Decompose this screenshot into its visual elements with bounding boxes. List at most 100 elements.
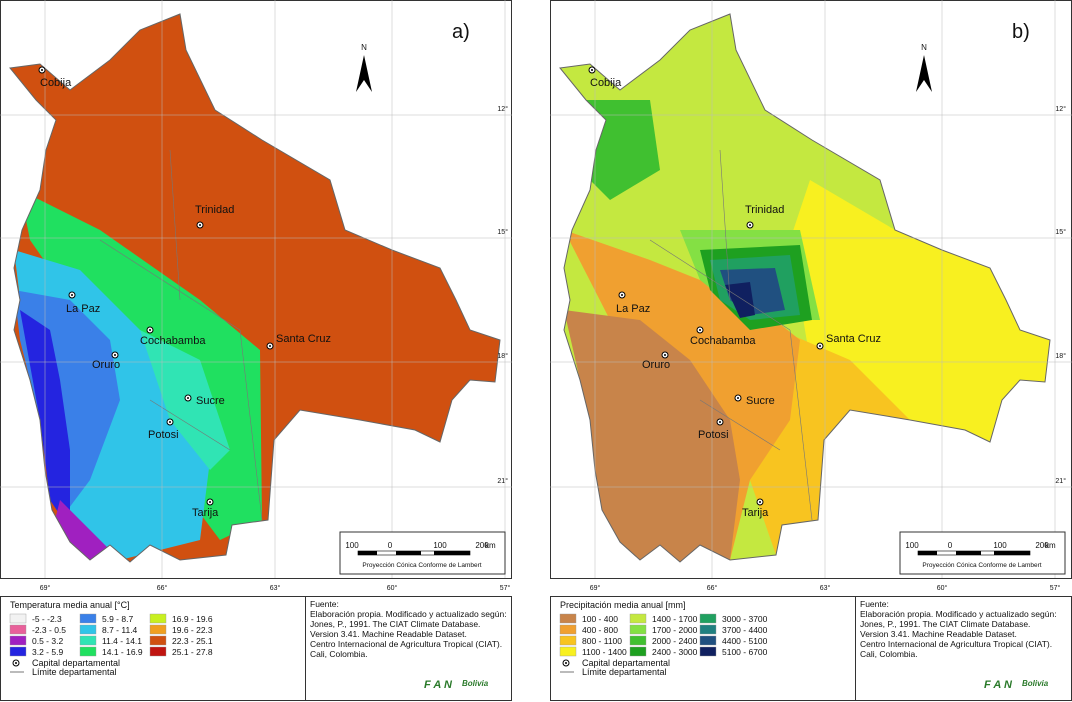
- scale-bar-segment: [956, 551, 981, 555]
- capital-dot: [819, 345, 821, 347]
- map-panel: 12° 15° 18° 21° 69° 66° 63° 60° 57° Cobija Trinida…: [550, 0, 1072, 701]
- scale-bar-segment: [434, 551, 470, 555]
- latitude-label: 21°: [1055, 477, 1066, 485]
- scale-bar-segment: [994, 551, 1030, 555]
- climate-zone: [564, 310, 740, 562]
- scale-unit: km: [485, 541, 496, 550]
- scale-tick: 200: [1035, 541, 1049, 550]
- scale-bar-segment: [358, 551, 377, 555]
- north-arrow: [356, 55, 372, 92]
- longitude-label: 63°: [270, 584, 281, 592]
- country-border: [559, 13, 1051, 563]
- legend-swatch: [629, 646, 647, 657]
- source-line: Version 3.41. Machine Readable Dataset.: [310, 629, 467, 639]
- department-boundary: [99, 239, 241, 331]
- department-boundary: [699, 399, 781, 451]
- projection-label: Proyección Cónica Conforme de Lambert: [922, 562, 1041, 569]
- longitude-label: 57°: [500, 584, 511, 592]
- source-line: Fuente:: [860, 599, 889, 609]
- legend-swatch: [79, 624, 97, 635]
- scale-bar-segment: [396, 551, 421, 555]
- latitude-label: 21°: [497, 477, 508, 485]
- legend-label: 800 - 1100: [582, 636, 622, 646]
- legend-label: 8.7 - 11.4: [102, 625, 138, 635]
- country-border: [9, 13, 501, 563]
- legend-swatch: [9, 635, 27, 646]
- city-label: Cobija: [40, 77, 72, 89]
- source-box: [305, 596, 512, 701]
- latitude-label: 15°: [1055, 228, 1066, 236]
- legend-label: 14.1 - 16.9: [102, 647, 143, 657]
- source-box: [855, 596, 1072, 701]
- longitude-label: 60°: [387, 584, 398, 592]
- legend-swatch: [629, 613, 647, 624]
- city-label: Potosi: [698, 429, 729, 441]
- legend-swatch: [699, 635, 717, 646]
- legend-label: 1700 - 2000: [652, 625, 698, 635]
- legend-swatch: [559, 635, 577, 646]
- panel-label: b): [1012, 21, 1030, 43]
- source-line: Cali, Colombia.: [860, 649, 918, 659]
- department-boundary: [239, 329, 263, 521]
- city-label: Oruro: [92, 359, 120, 371]
- legend-swatch: [9, 613, 27, 624]
- legend-swatch: [149, 613, 167, 624]
- legend-label: 25.1 - 27.8: [172, 647, 213, 657]
- legend-swatch: [629, 635, 647, 646]
- latitude-label: 18°: [497, 352, 508, 360]
- scale-tick: 0: [388, 541, 393, 550]
- capital-dot: [699, 329, 701, 331]
- capital-dot: [41, 69, 43, 71]
- legend-label: 5100 - 6700: [722, 647, 768, 657]
- legend-capital-label: Capital departamental: [32, 658, 120, 668]
- legend-label: 1100 - 1400: [582, 647, 627, 657]
- department-boundary: [719, 149, 731, 301]
- source-line: Elaboración propia. Modificado y actuali…: [860, 609, 1057, 619]
- legend-swatch: [149, 624, 167, 635]
- department-boundary: [149, 399, 231, 451]
- north-label: N: [921, 43, 927, 52]
- capital-dot: [759, 501, 761, 503]
- city-label: La Paz: [616, 303, 650, 315]
- legend-swatch: [559, 646, 577, 657]
- source-line: Elaboración propia. Modificado y actuali…: [310, 609, 507, 619]
- city-label: Cochabamba: [690, 335, 756, 347]
- city-label: Cochabamba: [140, 335, 206, 347]
- city-label: Trinidad: [745, 204, 784, 216]
- source-line: Centro Internacional de Agricultura Trop…: [310, 639, 502, 649]
- legend-label: -5 - -2.3: [32, 614, 62, 624]
- city-label: Sucre: [196, 395, 225, 407]
- capital-dot: [621, 294, 623, 296]
- legend-swatch: [9, 624, 27, 635]
- source-line: Cali, Colombia.: [310, 649, 368, 659]
- projection-label: Proyección Cónica Conforme de Lambert: [362, 562, 481, 569]
- legend-swatch: [79, 613, 97, 624]
- scale-tick: 100: [345, 541, 359, 550]
- city-label: Trinidad: [195, 204, 234, 216]
- longitude-label: 69°: [40, 584, 51, 592]
- logo-name: Bolivia: [462, 679, 489, 688]
- city-label: La Paz: [66, 303, 100, 315]
- legend-swatch: [9, 646, 27, 657]
- source-line: Version 3.41. Machine Readable Dataset.: [860, 629, 1017, 639]
- legend-label: 2400 - 3000: [652, 647, 698, 657]
- legend-capital-dot: [565, 662, 567, 664]
- logo-mark: F A N: [984, 679, 1013, 691]
- legend-label: 100 - 400: [582, 614, 618, 624]
- logo-mark: F A N: [424, 679, 453, 691]
- legend-swatch: [699, 646, 717, 657]
- source-line: Centro Internacional de Agricultura Trop…: [860, 639, 1052, 649]
- legend-label: 1400 - 1700: [652, 614, 698, 624]
- capital-dot: [71, 294, 73, 296]
- city-label: Santa Cruz: [826, 333, 881, 345]
- scale-unit: km: [1045, 541, 1056, 550]
- city-label: Cobija: [590, 77, 622, 89]
- scale-tick: 200: [475, 541, 489, 550]
- panel-label: a): [452, 21, 470, 43]
- legend-label: 3700 - 4400: [722, 625, 768, 635]
- source-line: Fuente:: [310, 599, 339, 609]
- capital-dot: [209, 501, 211, 503]
- legend-label: -2.3 - 0.5: [32, 625, 66, 635]
- capital-dot: [591, 69, 593, 71]
- city-label: Sucre: [746, 395, 775, 407]
